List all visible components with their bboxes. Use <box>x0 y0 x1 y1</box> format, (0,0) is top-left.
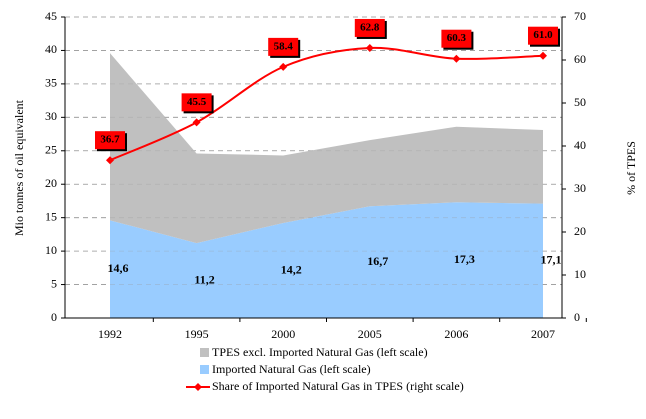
data-label: 58.4 <box>274 40 294 52</box>
marker <box>192 118 201 127</box>
y-tick-label: 45 <box>45 9 57 23</box>
marker <box>452 54 461 63</box>
label-box <box>268 37 299 56</box>
y2-tick-label: 50 <box>574 95 586 109</box>
area <box>110 53 543 244</box>
label-box <box>95 131 125 150</box>
line <box>109 46 544 162</box>
y2-tick-label: 60 <box>574 52 586 66</box>
x-tick-label: 2006 <box>444 327 468 341</box>
marker <box>279 62 288 71</box>
data-label: 60.3 <box>447 32 467 44</box>
data-label: 36.7 <box>100 134 120 146</box>
area <box>110 202 543 318</box>
x-tick-label: 2000 <box>271 327 295 341</box>
marker <box>539 51 547 60</box>
y-tick-label: 5 <box>51 276 57 290</box>
x-tick-label: 1995 <box>185 327 209 341</box>
data-label: 61.0 <box>533 29 553 41</box>
data-label: 11,2 <box>194 272 214 286</box>
y-tick-label: 35 <box>45 76 57 90</box>
data-label: 17,1 <box>541 253 562 267</box>
data-label: 14,6 <box>108 261 129 275</box>
y2-tick-label: 0 <box>574 310 580 324</box>
data-label: 45.5 <box>187 96 207 108</box>
legend-label: TPES excl. Imported Natural Gas (left sc… <box>212 345 428 359</box>
y2-tick-label: 20 <box>574 224 586 238</box>
x-tick-label: 2007 <box>531 327 555 341</box>
data-label: 14,2 <box>281 262 302 276</box>
y2-tick-label: 40 <box>574 138 586 152</box>
x-tick-label: 2005 <box>358 327 382 341</box>
y-tick-label: 20 <box>45 176 57 190</box>
y2-tick-label: 70 <box>574 9 586 23</box>
y-tick-label: 15 <box>45 209 57 223</box>
data-label: 17,3 <box>454 252 475 266</box>
legend-swatch <box>200 348 209 357</box>
y-tick-label: 30 <box>45 109 57 123</box>
y2-axis-title: % of TPES <box>624 141 638 195</box>
legend-swatch <box>200 365 209 374</box>
legend-label: Imported Natural Gas (left scale) <box>212 362 371 376</box>
label-box <box>354 18 385 37</box>
label-box <box>441 29 472 48</box>
marker <box>365 43 374 52</box>
y2-tick-label: 30 <box>574 181 586 195</box>
legend-marker <box>194 383 202 391</box>
label-box <box>181 93 212 112</box>
y-tick-label: 0 <box>51 310 57 324</box>
y2-tick-label: 10 <box>574 267 586 281</box>
data-label: 62.8 <box>360 21 380 33</box>
label-box <box>528 26 558 45</box>
y-axis-title: Mio tonnes of oil equivalent <box>12 99 26 236</box>
y-tick-label: 25 <box>45 143 57 157</box>
legend-label: Share of Imported Natural Gas in TPES (r… <box>212 379 464 393</box>
marker <box>106 156 114 165</box>
data-label: 16,7 <box>367 254 388 268</box>
x-tick-label: 1992 <box>98 327 122 341</box>
y-tick-label: 10 <box>45 243 57 257</box>
y-tick-label: 40 <box>45 42 57 56</box>
